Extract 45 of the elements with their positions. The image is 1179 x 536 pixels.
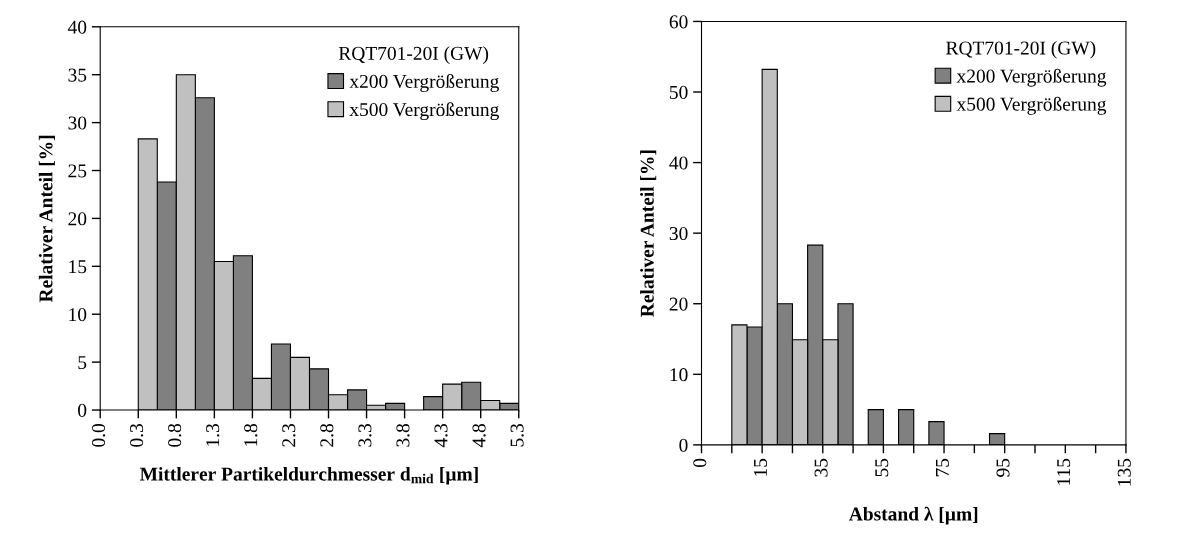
legend-label: x500 Vergrößerung: [349, 102, 499, 121]
x-axis-title: Abstand λ [µm]: [848, 506, 978, 525]
y-tick-label: 60: [669, 15, 688, 29]
x-tick-label: 0.8: [168, 423, 182, 447]
y-tick-label: 50: [670, 85, 688, 99]
y-tick-label: 10: [69, 308, 87, 322]
x-tick-label: 75: [935, 458, 949, 477]
x-tick-label: 0: [693, 458, 707, 468]
y-tick-label: 0: [78, 403, 87, 417]
x-tick-label: 4.8: [472, 423, 486, 448]
y-tick-label: 30: [669, 226, 688, 241]
x-tick-label: 55: [875, 458, 889, 477]
legend-label: x500 Vergrößerung: [956, 96, 1107, 115]
x-tick-label: 5.3: [510, 423, 524, 447]
y-tick-label: 20: [669, 297, 688, 311]
legend-title: RQT701-20I (GW): [946, 40, 1096, 59]
y-tick-label: 40: [669, 156, 688, 170]
y-axis-title: Relativer Anteil [%]: [640, 150, 657, 317]
x-tick-label: 15: [753, 458, 768, 476]
y-tick-label: 15: [69, 260, 87, 274]
y-tick-label: 10: [670, 368, 688, 382]
x-tick-label: 135: [1117, 458, 1131, 486]
x-tick-label: 3.8: [396, 423, 410, 447]
y-tick-label: 25: [68, 164, 87, 178]
x-tick-label: 1.8: [244, 423, 258, 446]
y-tick-label: 20: [68, 212, 87, 226]
legend-title: RQT701-20I (GW): [338, 46, 489, 64]
x-tick-label: 2.8: [320, 423, 334, 447]
y-tick-label: 5: [78, 356, 87, 370]
x-tick-label: 115: [1057, 458, 1071, 485]
x-tick-label: 35: [814, 458, 828, 477]
legend-label: x200 Vergrößerung: [956, 68, 1107, 87]
x-tick-label: 3.3: [358, 423, 372, 447]
x-tick-label: 0.3: [130, 423, 144, 447]
x-tick-label: 2.3: [282, 423, 296, 447]
x-tick-label: 0.0: [91, 423, 106, 447]
y-tick-label: 30: [68, 116, 87, 130]
x-tick-label: 95: [996, 458, 1010, 477]
legend-label: x200 Vergrößerung: [349, 74, 499, 92]
y-tick-label: 40: [67, 20, 87, 34]
x-tick-label: 4.3: [434, 423, 448, 448]
x-axis-title: Mittlerer Partikeldurchmesser d$_{mid}$ [µm]: [139, 466, 478, 485]
y-axis-title: Relativer Anteil [%]: [38, 135, 55, 303]
x-tick-label: 1.3: [206, 423, 220, 446]
y-tick-label: 35: [68, 68, 87, 82]
